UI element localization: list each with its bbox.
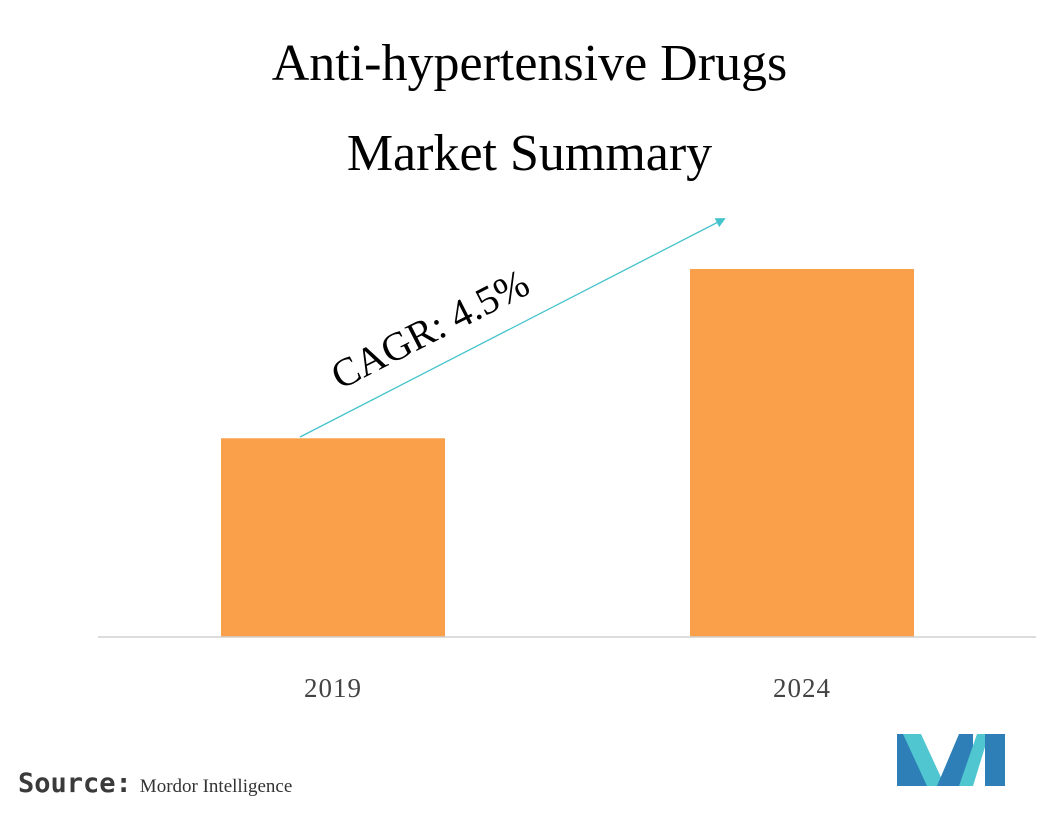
logo-mid-right-shape xyxy=(959,734,989,786)
x-tick-label-2019: 2019 xyxy=(304,673,362,703)
bar-2024 xyxy=(690,269,914,637)
cagr-arrow xyxy=(299,218,726,438)
chart-title-line-1: Anti-hypertensive Drugs xyxy=(271,35,788,92)
logo-mid-left-shape xyxy=(903,734,945,786)
mordor-intelligence-logo-icon xyxy=(897,734,1005,786)
bar-2019 xyxy=(221,438,445,637)
logo-right-shape xyxy=(985,734,1005,786)
logo-left-shape xyxy=(897,734,927,786)
cagr-annotation: CAGR: 4.5% xyxy=(324,260,537,398)
source-label: Source: xyxy=(18,768,132,799)
chart-title-line-2: Market Summary xyxy=(346,125,713,182)
x-tick-label-2024: 2024 xyxy=(773,673,831,703)
source-note: Source: Mordor Intelligence xyxy=(18,768,292,799)
bars-group xyxy=(221,269,914,637)
source-text: Mordor Intelligence xyxy=(139,776,293,797)
x-tick-labels: 2019 2024 xyxy=(304,673,831,703)
